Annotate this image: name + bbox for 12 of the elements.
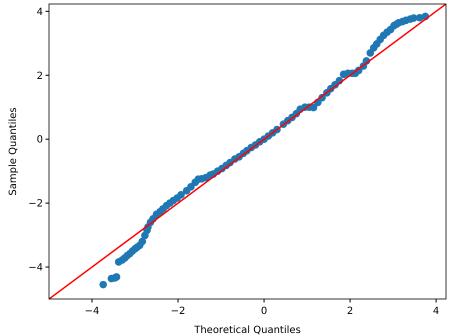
y-tick-label: −2	[28, 198, 43, 210]
y-axis-title: Sample Quantiles	[8, 107, 19, 196]
x-tick-label: −4	[84, 306, 100, 317]
y-tick-label: 4	[36, 6, 43, 18]
x-tick-label: −2	[170, 306, 186, 317]
x-tick-label: 2	[346, 306, 354, 317]
y-tick-label: 2	[36, 70, 43, 82]
y-tick-label: −4	[28, 262, 43, 274]
x-axis-title: Theoretical Quantiles	[193, 325, 301, 336]
y-tick-label: 0	[36, 134, 43, 146]
x-tick-label: 4	[432, 306, 440, 317]
x-tick-label: 0	[260, 306, 268, 317]
